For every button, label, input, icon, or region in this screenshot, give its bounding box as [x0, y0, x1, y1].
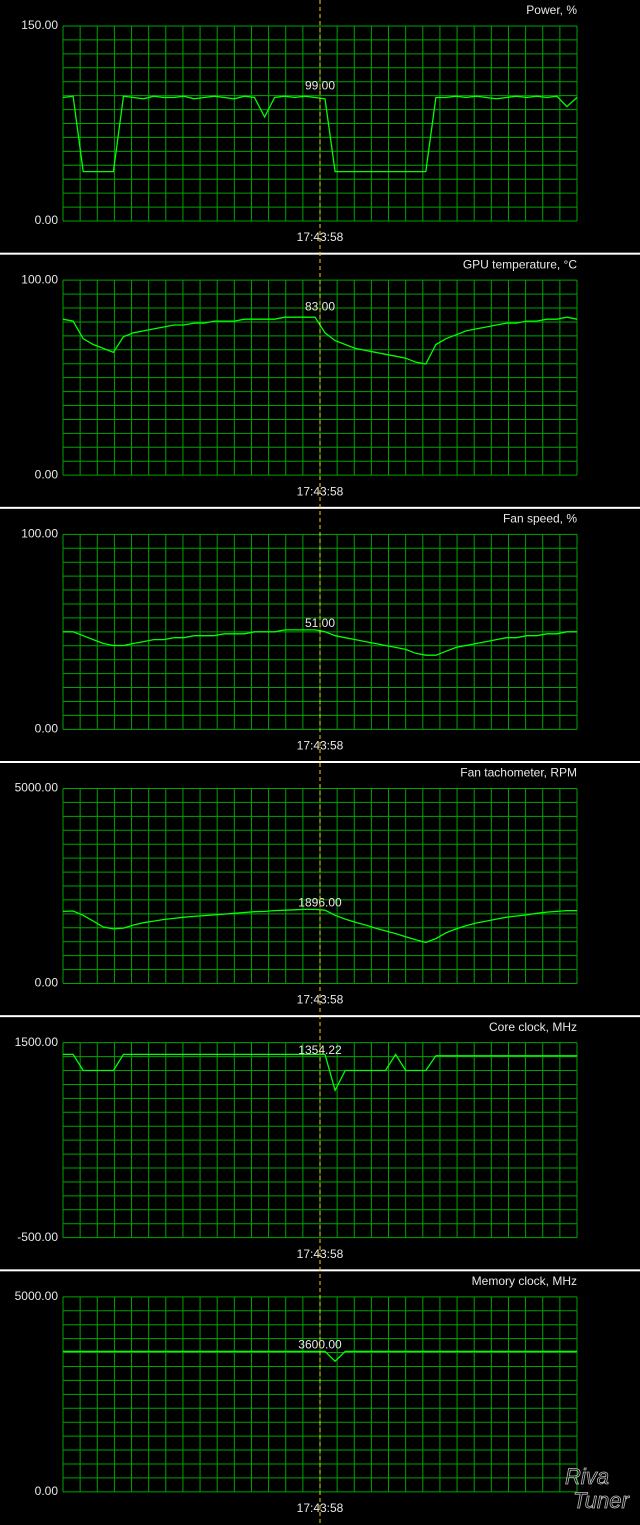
- y-tick-label: 150.00: [21, 18, 58, 32]
- y-tick-label: 5000.00: [15, 1289, 59, 1303]
- y-tick-label: 100.00: [21, 527, 58, 541]
- y-tick-label: 0.00: [35, 722, 59, 736]
- separator: [0, 761, 640, 763]
- watermark-text: Riva: [565, 1464, 609, 1489]
- panel-title: Fan speed, %: [503, 512, 577, 526]
- y-tick-label: 0.00: [35, 213, 59, 227]
- panel-title: GPU temperature, °C: [463, 257, 578, 271]
- y-tick-label: -500.00: [17, 1230, 58, 1244]
- y-tick-label: 1500.00: [15, 1035, 59, 1049]
- panel-title: Fan tachometer, RPM: [460, 766, 577, 780]
- watermark-text: Tuner: [573, 1488, 631, 1513]
- y-tick-label: 0.00: [35, 467, 59, 481]
- y-tick-label: 0.00: [35, 1484, 59, 1498]
- panel-title: Memory clock, MHz: [472, 1274, 577, 1288]
- panel-title: Core clock, MHz: [489, 1020, 577, 1034]
- series-line: [62, 908, 577, 944]
- cursor-value: 1896.00: [298, 896, 342, 910]
- cursor-value: 83.00: [305, 299, 335, 313]
- panel-title: Power, %: [526, 3, 577, 17]
- cursor-time: 17:43:58: [297, 993, 344, 1007]
- y-tick-label: 0.00: [35, 976, 59, 990]
- y-tick-label: 5000.00: [15, 781, 59, 795]
- cursor-time: 17:43:58: [297, 230, 344, 244]
- series-line: [63, 1053, 577, 1093]
- y-tick-label: 100.00: [21, 272, 58, 286]
